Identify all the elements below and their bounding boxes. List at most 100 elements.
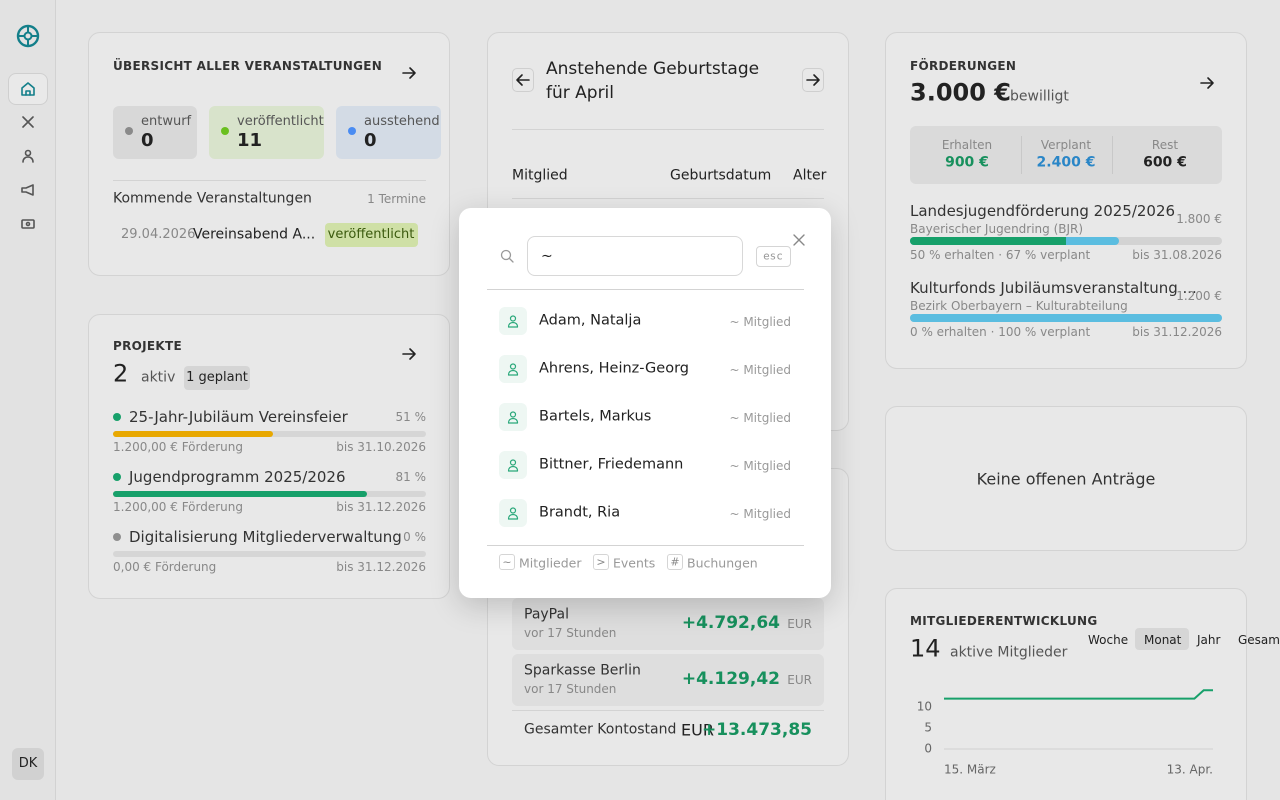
avatar[interactable] xyxy=(12,748,44,780)
progress-bar xyxy=(113,491,367,497)
divider xyxy=(1112,136,1113,174)
result-tag: ~ Mitglied xyxy=(729,458,791,473)
range-option[interactable]: Gesamt xyxy=(1238,632,1280,647)
status-dot xyxy=(348,127,356,135)
project-progress: 81 % xyxy=(395,469,427,484)
status-dot xyxy=(113,533,121,541)
card-title: MITGLIEDERENTWICKLUNG xyxy=(910,613,1098,628)
funding-amount: 1.800 € xyxy=(1176,211,1222,226)
divider xyxy=(113,180,426,181)
funding-name: Landesjugendförderung 2025/2026 xyxy=(910,202,1176,220)
nav-finance[interactable] xyxy=(20,216,36,232)
summary-label: Rest xyxy=(1151,137,1179,152)
result-icon xyxy=(506,506,520,520)
empty-state: Keine offenen Anträge xyxy=(976,469,1156,489)
account-row xyxy=(512,654,824,706)
funding-source: Bezirk Oberbayern – Kulturabteilung xyxy=(910,298,1128,313)
search-query: ~ xyxy=(541,248,553,265)
status-badge-text: veröffentlicht xyxy=(327,227,415,243)
card-title: PROJEKTE xyxy=(113,338,182,353)
result-icon xyxy=(506,362,520,376)
account-time: vor 17 Stunden xyxy=(524,625,617,640)
arrow-button[interactable] xyxy=(1198,74,1216,92)
column-header: Mitglied xyxy=(512,167,568,184)
range-option[interactable]: Woche xyxy=(1088,632,1129,647)
arrow-button[interactable] xyxy=(400,345,418,363)
progress-bar xyxy=(113,431,273,437)
project-name: 25-Jahr-Jubiläum Vereinsfeier xyxy=(129,408,348,426)
nav-members[interactable] xyxy=(20,148,36,164)
project-deadline: bis 31.12.2026 xyxy=(336,499,426,514)
event-date: 29.04.2026 xyxy=(121,227,196,243)
funding-card xyxy=(885,32,1247,369)
project-progress: 51 % xyxy=(395,409,427,424)
esc-key xyxy=(756,246,791,267)
prev-month[interactable] xyxy=(512,68,534,92)
status-dot xyxy=(125,127,133,135)
project-funding: 0,00 € Förderung xyxy=(113,559,217,574)
range-option[interactable]: Monat xyxy=(1144,632,1182,647)
project-deadline: bis 31.12.2026 xyxy=(336,559,426,574)
hint-key xyxy=(499,554,515,570)
hint-key xyxy=(593,554,609,570)
member-count: 14 xyxy=(910,634,941,663)
card-title: ÜBERSICHT ALLER VERANSTALTUNGEN xyxy=(113,58,383,73)
avatar-initials: DK xyxy=(18,756,38,772)
badge xyxy=(184,366,250,390)
divider xyxy=(1021,136,1022,174)
result-icon xyxy=(506,410,520,424)
hint-key xyxy=(667,554,683,570)
search-input[interactable] xyxy=(527,236,743,276)
funding-name: Kulturfonds Jubiläumsveranstaltung ... xyxy=(910,279,1197,297)
status-dot xyxy=(113,473,121,481)
arrow-button[interactable] xyxy=(514,71,532,89)
next-month[interactable] xyxy=(802,68,824,92)
total-currency: EUR xyxy=(681,720,714,740)
section-count: 1 Termine xyxy=(367,191,426,206)
result-name: Bartels, Markus xyxy=(539,408,652,425)
close-button[interactable] xyxy=(792,233,806,247)
divider xyxy=(512,710,824,711)
divider xyxy=(487,545,804,546)
result-name: Ahrens, Heinz-Georg xyxy=(539,360,689,377)
project-name: Digitalisierung Mitgliederverwaltung xyxy=(129,528,402,546)
search-icon xyxy=(500,249,514,263)
summary-value: 2.400 € xyxy=(1036,154,1096,171)
project-count: 2 xyxy=(113,359,129,388)
result-name: Bittner, Friedemann xyxy=(539,456,684,473)
funding-summary xyxy=(910,126,1222,184)
nav-tools[interactable] xyxy=(20,114,36,130)
result-tag: ~ Mitglied xyxy=(729,506,791,521)
card-title: FÖRDERUNGEN xyxy=(910,58,1017,73)
result-tag: ~ Mitglied xyxy=(729,314,791,329)
arrow-button[interactable] xyxy=(400,64,418,82)
range-option[interactable]: Jahr xyxy=(1197,632,1221,647)
nav-home[interactable] xyxy=(20,81,36,97)
stat-count: 0 xyxy=(141,130,154,152)
project-funding: 1.200,00 € Förderung xyxy=(113,439,244,454)
summary-value: 900 € xyxy=(945,154,989,171)
sidebar xyxy=(0,0,56,800)
column-header: Geburtsdatum xyxy=(670,167,772,184)
divider xyxy=(512,198,824,199)
stat-count: 11 xyxy=(237,130,263,152)
hint-key-text: > xyxy=(596,555,606,569)
hint-key-text: ~ xyxy=(502,555,512,569)
funding-deadline: bis 31.12.2026 xyxy=(1132,324,1222,339)
arrow-button[interactable] xyxy=(804,71,822,89)
project-funding: 1.200,00 € Förderung xyxy=(113,499,244,514)
divider xyxy=(512,129,824,130)
logo xyxy=(16,24,40,48)
funding-source: Bayerischer Jugendring (BJR) xyxy=(910,221,1084,236)
result-tag: ~ Mitglied xyxy=(729,410,791,425)
status-badge xyxy=(325,223,418,247)
stat-label: entwurf xyxy=(141,114,192,130)
account-amount: +4.792,64 xyxy=(681,612,780,633)
funding-note: bewilligt xyxy=(1010,88,1069,105)
nav-events[interactable] xyxy=(20,182,36,198)
status-dot xyxy=(113,413,121,421)
total-label: Gesamter Kontostand xyxy=(524,721,677,738)
funding-deadline: bis 31.08.2026 xyxy=(1132,247,1222,262)
received-bar xyxy=(910,237,1066,245)
